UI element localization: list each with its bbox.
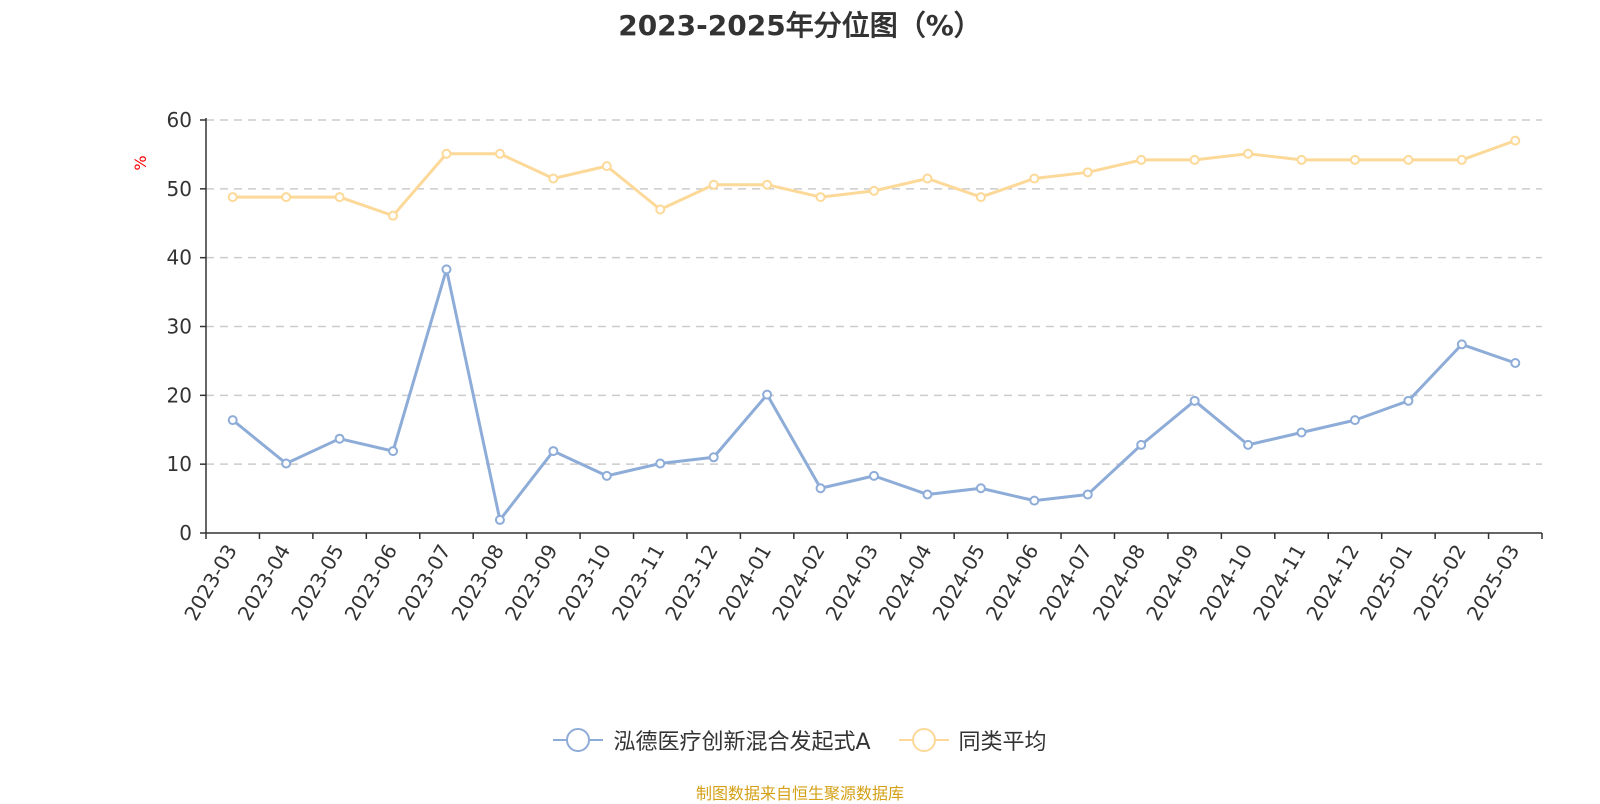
data-point[interactable] bbox=[1082, 489, 1093, 500]
gridlines bbox=[206, 119, 1542, 465]
legend: 泓德医疗创新混合发起式A 同类平均 bbox=[0, 724, 1600, 756]
data-point[interactable] bbox=[815, 192, 826, 203]
data-point[interactable] bbox=[1403, 154, 1414, 165]
data-point[interactable] bbox=[1349, 415, 1360, 426]
data-point[interactable] bbox=[388, 210, 399, 221]
data-point[interactable] bbox=[655, 458, 666, 469]
data-point[interactable] bbox=[1189, 395, 1200, 406]
data-point[interactable] bbox=[548, 173, 559, 184]
data-point[interactable] bbox=[388, 446, 399, 457]
data-point[interactable] bbox=[494, 514, 505, 525]
data-point[interactable] bbox=[1243, 148, 1254, 159]
y-tick-label: 60 bbox=[167, 108, 192, 132]
data-point[interactable] bbox=[441, 148, 452, 159]
data-point[interactable] bbox=[975, 483, 986, 494]
data-point[interactable] bbox=[869, 470, 879, 481]
data-point[interactable] bbox=[1510, 135, 1521, 146]
data-point[interactable] bbox=[1136, 154, 1147, 165]
data-point[interactable] bbox=[1296, 427, 1307, 438]
data-point[interactable] bbox=[655, 204, 666, 215]
data-point[interactable] bbox=[1136, 439, 1147, 450]
data-point[interactable] bbox=[1029, 495, 1040, 506]
data-point[interactable] bbox=[601, 161, 612, 172]
data-point[interactable] bbox=[708, 452, 719, 463]
y-tick-label: 50 bbox=[167, 177, 192, 201]
legend-item-series-2[interactable]: 同类平均 bbox=[898, 724, 1047, 756]
y-axis-unit-label: % bbox=[131, 155, 150, 170]
data-point[interactable] bbox=[1082, 167, 1093, 178]
y-tick-label: 10 bbox=[167, 452, 192, 476]
data-point[interactable] bbox=[869, 185, 879, 196]
data-point[interactable] bbox=[762, 179, 773, 190]
data-point[interactable] bbox=[975, 192, 986, 203]
legend-label-series-2: 同类平均 bbox=[958, 730, 1047, 755]
axes: 01020304050602023-032023-042023-052023-0… bbox=[167, 108, 1543, 625]
series-line-2 bbox=[232, 139, 1516, 218]
legend-item-series-1[interactable]: 泓德医疗创新混合发起式A bbox=[553, 724, 871, 756]
data-point[interactable] bbox=[1510, 357, 1521, 368]
data-point[interactable] bbox=[1456, 154, 1467, 165]
legend-marker-icon bbox=[553, 728, 604, 752]
data-point[interactable] bbox=[281, 458, 292, 469]
data-point[interactable] bbox=[922, 489, 933, 500]
data-point[interactable] bbox=[708, 179, 719, 190]
y-tick-label: 0 bbox=[179, 521, 192, 545]
data-point[interactable] bbox=[494, 148, 505, 159]
data-point[interactable] bbox=[762, 389, 773, 400]
y-tick-label: 20 bbox=[167, 383, 192, 407]
y-tick-label: 30 bbox=[167, 315, 192, 339]
legend-label-series-1: 泓德医疗创新混合发起式A bbox=[613, 730, 871, 755]
data-point[interactable] bbox=[548, 446, 559, 457]
data-point[interactable] bbox=[334, 433, 345, 444]
data-point[interactable] bbox=[1189, 154, 1200, 165]
data-point[interactable] bbox=[1403, 395, 1414, 406]
data-point[interactable] bbox=[1029, 173, 1040, 184]
data-point[interactable] bbox=[227, 415, 238, 426]
series-line-1 bbox=[231, 267, 1516, 522]
y-tick-label: 40 bbox=[167, 246, 192, 270]
source-note: 制图数据来自恒生聚源数据库 bbox=[695, 784, 904, 803]
chart-title: 2023-2025年分位图（%） bbox=[618, 9, 982, 42]
data-point[interactable] bbox=[601, 470, 612, 481]
data-point[interactable] bbox=[227, 192, 238, 203]
data-point[interactable] bbox=[922, 173, 933, 184]
data-point[interactable] bbox=[1243, 439, 1254, 450]
data-point[interactable] bbox=[1456, 339, 1467, 350]
data-point[interactable] bbox=[1349, 154, 1360, 165]
data-point[interactable] bbox=[815, 483, 826, 494]
data-point[interactable] bbox=[281, 192, 292, 203]
legend-marker-icon bbox=[898, 728, 949, 752]
data-point[interactable] bbox=[334, 192, 345, 203]
data-point[interactable] bbox=[1296, 154, 1307, 165]
x-tick-label: 2025-03 bbox=[1462, 540, 1525, 624]
series bbox=[227, 135, 1521, 525]
data-point[interactable] bbox=[441, 264, 452, 275]
